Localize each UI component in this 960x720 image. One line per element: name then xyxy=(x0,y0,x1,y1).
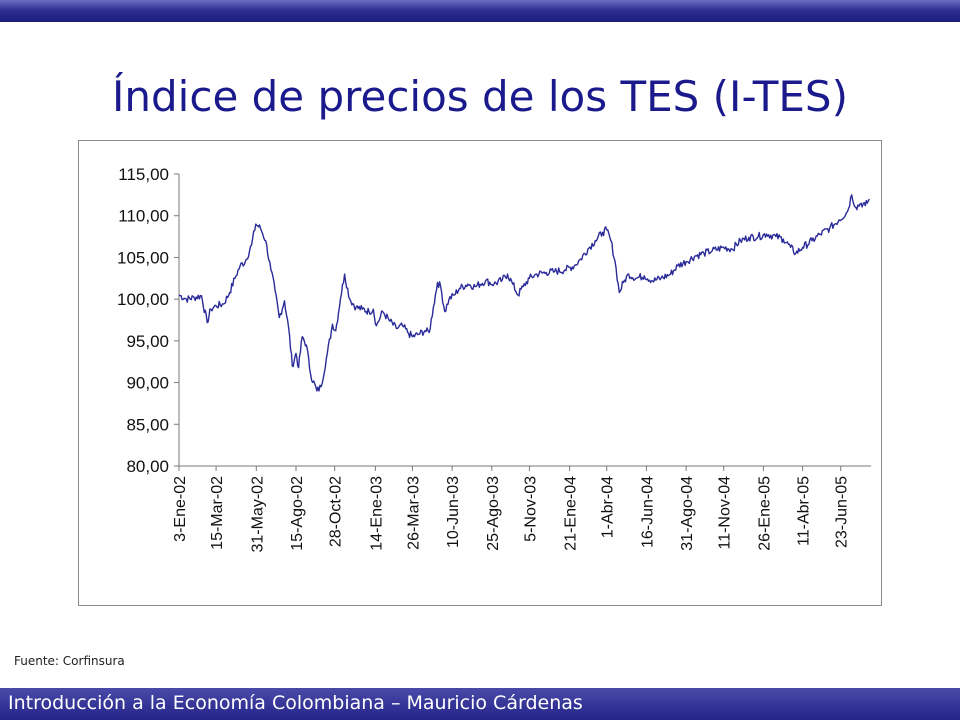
x-tick-label: 16-Jun-04 xyxy=(639,476,656,548)
y-tick-marks xyxy=(174,173,179,467)
x-tick-label: 26-Ene-05 xyxy=(756,476,773,551)
x-tick-labels: 3-Ene-02 15-Mar-02 31-May-02 15-Ago-02 28-Oc… xyxy=(172,476,851,553)
source-note: Fuente: Corfinsura xyxy=(14,654,125,668)
top-banner xyxy=(0,0,960,22)
y-tick-label: 105,00 xyxy=(117,248,169,267)
series-line xyxy=(178,194,871,392)
footer-bar: Introducción a la Economía Colombiana – … xyxy=(0,688,960,720)
series-lines xyxy=(178,194,871,392)
y-tick-label: 115,00 xyxy=(118,165,169,184)
x-tick-label: 25-Ago-03 xyxy=(485,476,502,551)
x-tick-label: 5-Nov-03 xyxy=(522,476,539,542)
slide-title: Índice de precios de los TES (I-TES) xyxy=(112,72,848,121)
x-tick-label: 10-Jun-03 xyxy=(445,476,462,548)
y-tick-label: 80,00 xyxy=(126,457,169,476)
x-tick-label: 11-Nov-04 xyxy=(717,476,734,550)
y-tick-label: 110,00 xyxy=(118,207,169,226)
x-tick-label: 1-Abr-04 xyxy=(600,476,617,538)
x-tick-label: 11-Abr-05 xyxy=(796,476,813,546)
x-tick-label: 15-Mar-02 xyxy=(209,476,226,550)
footer-text: Introducción a la Economía Colombiana – … xyxy=(8,692,583,714)
x-tick-label: 26-Mar-03 xyxy=(405,476,422,550)
line-chart: 115,00 110,00 105,00 100,00 95,00 90,00 85,00 8… xyxy=(117,165,871,553)
y-tick-label: 100,00 xyxy=(117,290,169,309)
x-tick-label: 15-Ago-02 xyxy=(289,476,306,551)
y-tick-label: 85,00 xyxy=(126,415,169,434)
x-tick-label: 31-May-02 xyxy=(249,476,266,553)
y-tick-labels: 115,00 110,00 105,00 100,00 95,00 90,00 85,00 8… xyxy=(117,165,169,476)
chart-frame: 115,00 110,00 105,00 100,00 95,00 90,00 85,00 8… xyxy=(78,140,882,606)
y-tick-label: 90,00 xyxy=(126,374,169,393)
x-tick-label: 14-Ene-03 xyxy=(368,476,385,551)
x-tick-label: 21-Ene-04 xyxy=(563,476,580,551)
x-tick-marks xyxy=(178,466,842,471)
x-tick-label: 31-Ago-04 xyxy=(679,476,696,551)
x-tick-label: 28-Oct-02 xyxy=(328,476,345,547)
x-tick-label: 3-Ene-02 xyxy=(172,476,189,542)
y-tick-label: 95,00 xyxy=(126,332,169,351)
x-tick-label: 23-Jun-05 xyxy=(834,476,851,548)
